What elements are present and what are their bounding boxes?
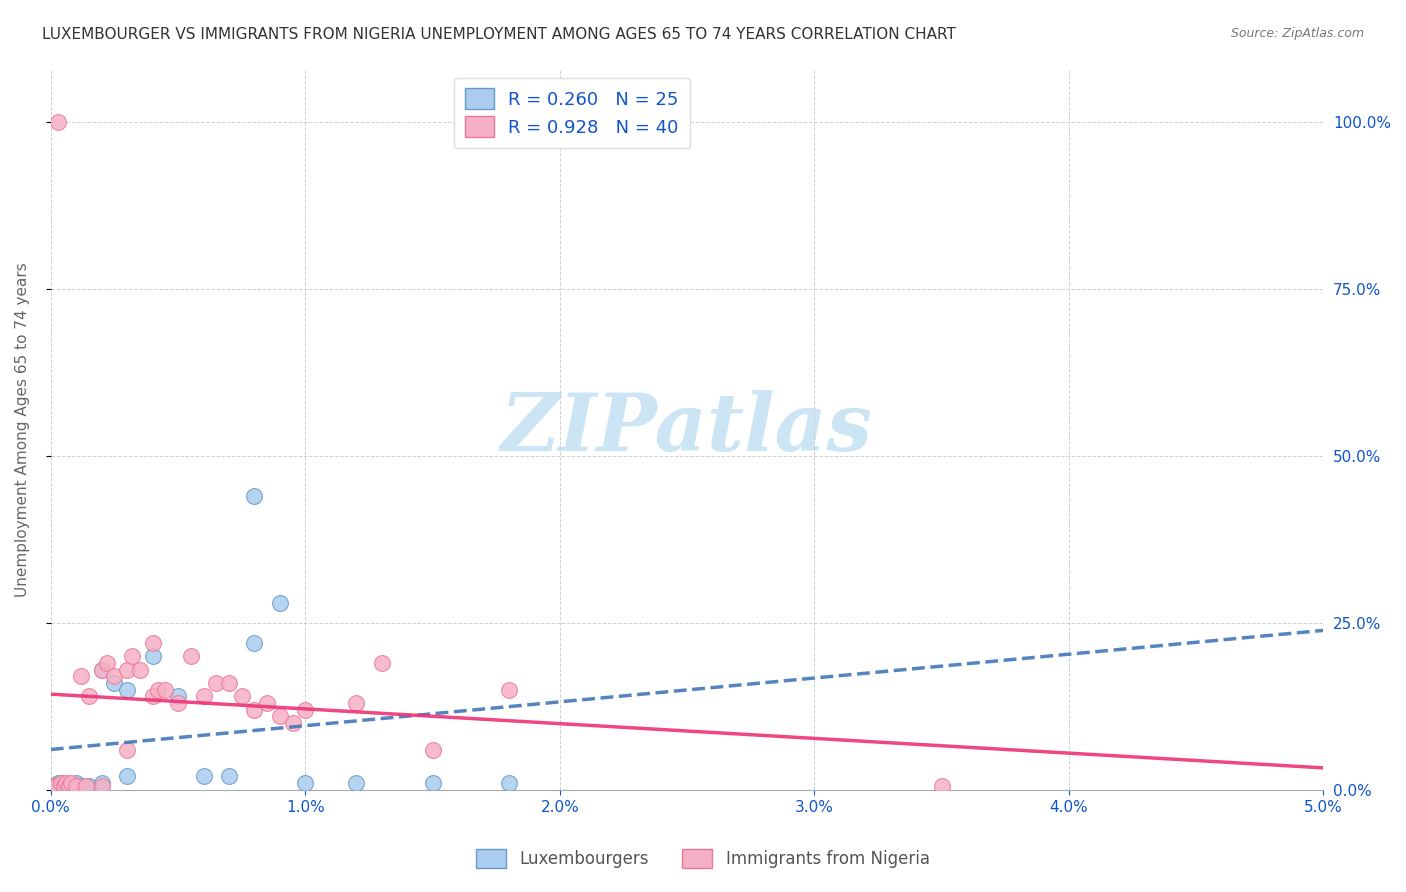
Point [90, 663, 112, 677]
Point [90, 776, 112, 790]
Point [142, 649, 165, 664]
Point [167, 696, 190, 710]
Point [281, 716, 304, 731]
Point [193, 690, 215, 704]
Point [243, 489, 266, 503]
Point [115, 769, 138, 783]
Point [256, 696, 278, 710]
Point [90, 663, 112, 677]
Point [243, 703, 266, 717]
Point [294, 776, 316, 790]
Point [115, 663, 138, 677]
Point [45, 780, 67, 794]
Point [60, 780, 83, 794]
Point [60, 776, 83, 790]
Point [70, 669, 93, 683]
Point [70, 780, 93, 794]
Point [65, 776, 87, 790]
Point [218, 769, 240, 783]
Y-axis label: Unemployment Among Ages 65 to 74 years: Unemployment Among Ages 65 to 74 years [15, 262, 30, 597]
Point [269, 596, 291, 610]
Point [42, 780, 65, 794]
Point [243, 636, 266, 650]
Point [77, 690, 100, 704]
Point [90, 780, 112, 794]
Point [103, 669, 125, 683]
Point [115, 743, 138, 757]
Point [52, 780, 75, 794]
Point [422, 776, 444, 790]
Legend: R = 0.260   N = 25, R = 0.928   N = 40: R = 0.260 N = 25, R = 0.928 N = 40 [454, 78, 690, 148]
Point [498, 776, 520, 790]
Point [180, 649, 202, 664]
Point [49, 776, 72, 790]
Point [48, 776, 70, 790]
Point [58, 780, 80, 794]
Point [269, 709, 291, 723]
Point [129, 663, 152, 677]
Point [55, 776, 77, 790]
Point [167, 690, 190, 704]
Point [96, 656, 118, 670]
Point [294, 703, 316, 717]
Point [370, 656, 392, 670]
Point [48, 115, 70, 129]
Point [218, 676, 240, 690]
Point [498, 682, 520, 697]
Point [422, 743, 444, 757]
Point [49, 776, 72, 790]
Text: LUXEMBOURGER VS IMMIGRANTS FROM NIGERIA UNEMPLOYMENT AMONG AGES 65 TO 74 YEARS C: LUXEMBOURGER VS IMMIGRANTS FROM NIGERIA … [42, 27, 956, 42]
Point [77, 780, 100, 794]
Text: Source: ZipAtlas.com: Source: ZipAtlas.com [1230, 27, 1364, 40]
Point [155, 682, 177, 697]
Point [146, 682, 169, 697]
Point [344, 696, 367, 710]
Point [65, 780, 87, 794]
Point [344, 776, 367, 790]
Point [205, 676, 228, 690]
Point [231, 690, 253, 704]
Point [45, 780, 67, 794]
Point [103, 676, 125, 690]
Point [121, 649, 143, 664]
Point [193, 769, 215, 783]
Point [52, 780, 75, 794]
Point [142, 636, 165, 650]
Point [931, 780, 953, 794]
Point [115, 682, 138, 697]
Point [142, 690, 165, 704]
Text: ZIPatlas: ZIPatlas [501, 391, 873, 468]
Point [75, 780, 97, 794]
Point [42, 780, 65, 794]
Legend: Luxembourgers, Immigrants from Nigeria: Luxembourgers, Immigrants from Nigeria [470, 842, 936, 875]
